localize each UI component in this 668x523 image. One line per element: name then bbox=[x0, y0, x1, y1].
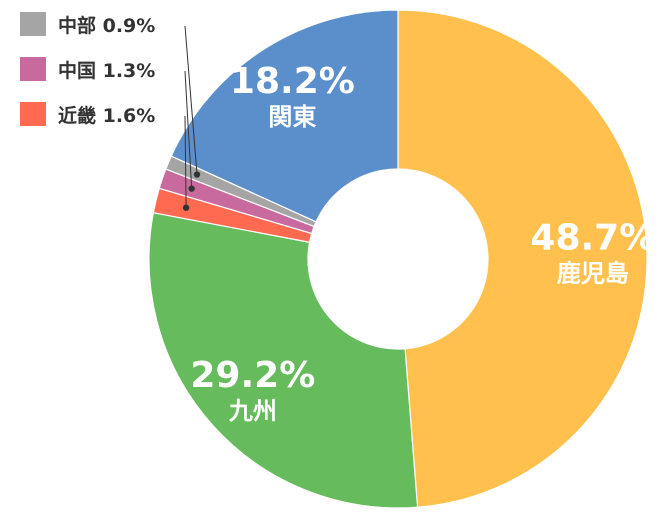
slice-category-label: 九州 bbox=[228, 397, 277, 425]
legend-swatch bbox=[20, 57, 46, 81]
slice-value-label: 48.7% bbox=[530, 217, 655, 258]
slice-labels: 48.7%鹿児島 29.2%九州 18.2%関東 bbox=[190, 61, 655, 425]
legend-leader-lines bbox=[182, 25, 201, 211]
leader-dot bbox=[182, 204, 190, 211]
legend-entry-label: 近畿 1.6% bbox=[58, 104, 155, 127]
slice-category-label: 鹿児島 bbox=[557, 259, 629, 287]
legend-entry-label: 中部 0.9% bbox=[58, 14, 155, 37]
legend-swatch bbox=[20, 12, 46, 36]
slice-value-label: 29.2% bbox=[190, 355, 315, 396]
legend-entry-label: 中国 1.3% bbox=[58, 59, 155, 82]
leader-dot bbox=[188, 185, 195, 192]
legend: 中部 0.9% 中国 1.3% 近畿 1.6% bbox=[20, 12, 155, 127]
legend-swatch bbox=[20, 102, 46, 126]
leader-dot bbox=[193, 171, 201, 178]
slice-九州 bbox=[148, 211, 419, 509]
leader-line bbox=[184, 25, 198, 175]
leader-line bbox=[184, 70, 193, 189]
slice-value-label: 18.2% bbox=[230, 61, 355, 102]
slice-関東 bbox=[170, 9, 399, 223]
leader-line bbox=[184, 115, 187, 208]
slices-group bbox=[148, 9, 648, 509]
slice-鹿児島 bbox=[397, 9, 648, 508]
slice-category-label: 関東 bbox=[268, 103, 316, 131]
